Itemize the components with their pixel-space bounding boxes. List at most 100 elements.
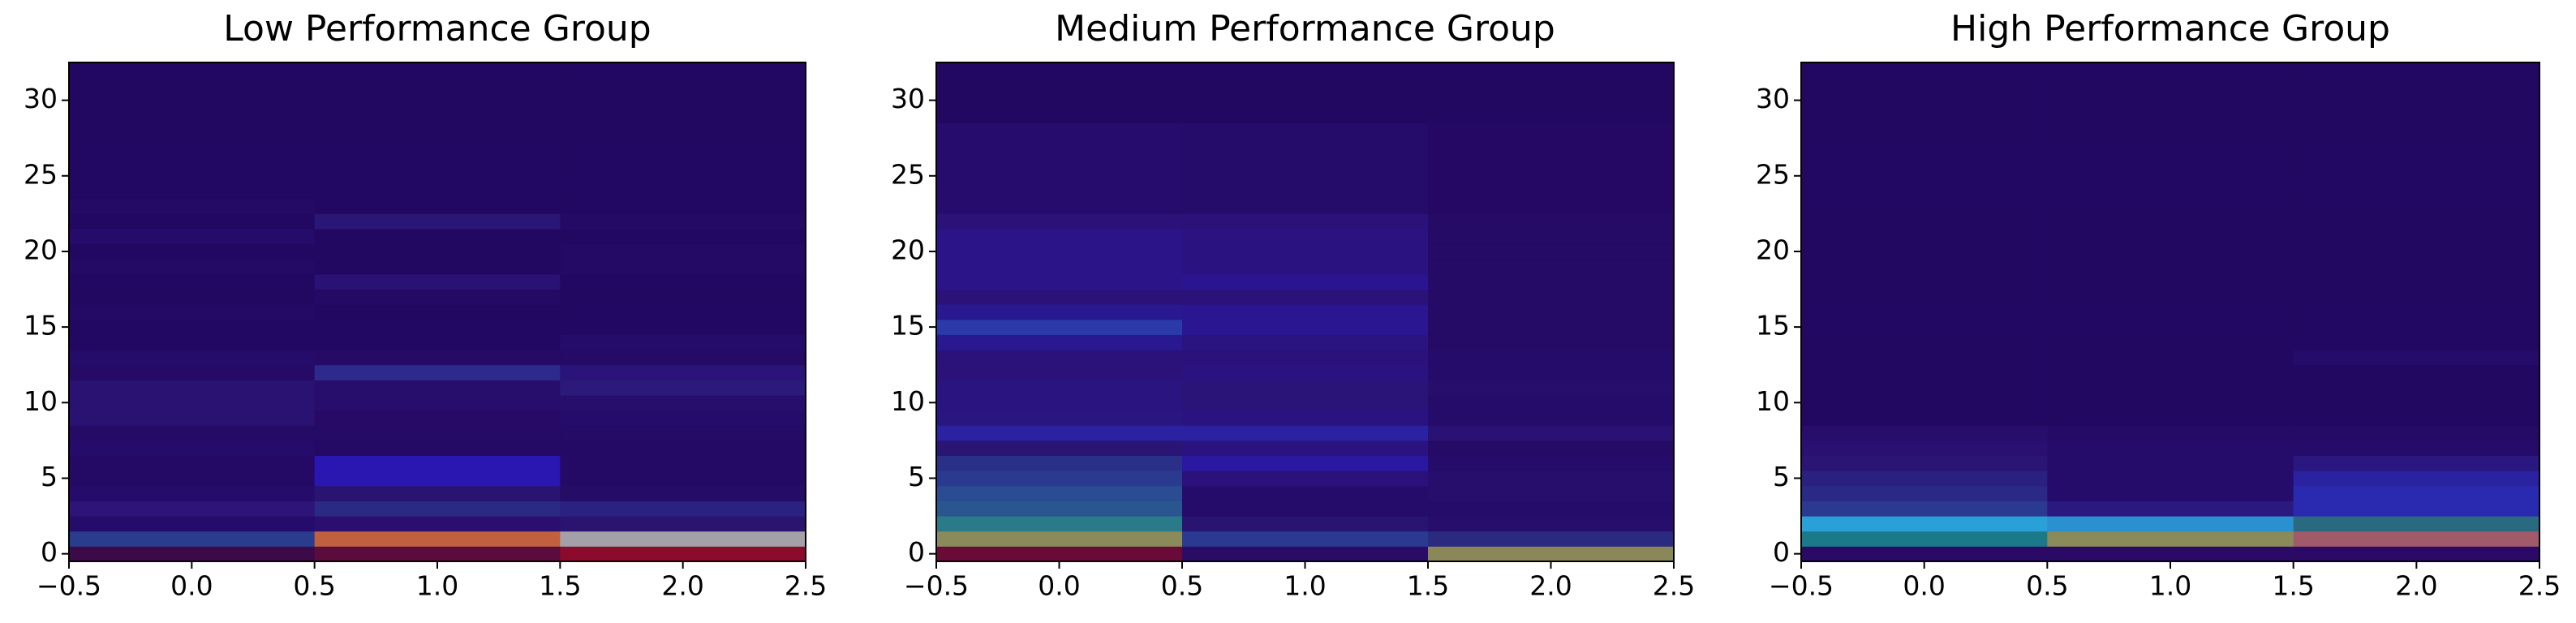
- heatmap-cell: [1428, 304, 1675, 320]
- heatmap-cell: [936, 319, 1183, 335]
- heatmap-cell: [2047, 122, 2294, 139]
- heatmap-cell: [1801, 455, 2048, 471]
- heatmap-cell: [936, 364, 1183, 380]
- heatmap-cell: [1182, 455, 1429, 471]
- heatmap-cell: [1182, 289, 1429, 305]
- x-tick-label: 2.5: [2518, 570, 2561, 602]
- heatmap-cell: [1801, 198, 2048, 214]
- heatmap-cell: [560, 259, 806, 275]
- heatmap-cell: [314, 304, 561, 320]
- heatmap-cell: [936, 470, 1183, 487]
- heatmap-cell: [2047, 380, 2294, 396]
- heatmap-cell: [560, 62, 806, 79]
- heatmap-cell: [69, 319, 316, 335]
- heatmap-cell: [314, 364, 561, 380]
- heatmap-cell: [314, 546, 561, 562]
- heatmap-cell: [1182, 501, 1429, 517]
- x-tick-label: 2.5: [785, 570, 827, 602]
- heatmap-cell: [560, 395, 806, 411]
- heatmap-cell: [1428, 289, 1675, 305]
- heatmap-cell: [69, 425, 316, 441]
- heatmap-cell: [560, 107, 806, 124]
- heatmap-cell: [314, 243, 561, 260]
- heatmap-cell: [1182, 77, 1429, 93]
- heatmap-cell: [1801, 107, 2048, 124]
- heatmap-cell: [1182, 380, 1429, 396]
- heatmap-cell: [1801, 501, 2048, 517]
- y-tick-label: 0: [1773, 536, 1790, 568]
- heatmap-cell: [1182, 485, 1429, 501]
- heatmap-cell: [314, 501, 561, 517]
- heatmap-cell: [2293, 319, 2540, 335]
- heatmap-cell: [936, 77, 1183, 93]
- heatmap-cell: [69, 92, 316, 109]
- heatmap-cell: [1801, 183, 2048, 200]
- heatmap-cell: [314, 289, 561, 305]
- heatmap-cell: [314, 440, 561, 457]
- heatmap-cell: [314, 273, 561, 290]
- x-tick-label: 0.5: [2026, 570, 2068, 602]
- heatmap-cell: [2293, 168, 2540, 184]
- heatmap-cell: [560, 229, 806, 245]
- heatmap-cell: [1801, 395, 2048, 411]
- x-tick-label: −0.5: [904, 570, 969, 602]
- heatmap-cell: [560, 364, 806, 380]
- heatmap-cell: [936, 229, 1183, 245]
- heatmap-cell: [314, 455, 561, 471]
- heatmap-cell: [2293, 62, 2540, 79]
- heatmap-cell: [1801, 319, 2048, 335]
- panel: Low Performance Group −0.5 0.0 0.5 1.0 1.5 2.0…: [24, 8, 827, 602]
- heatmap-cell: [69, 364, 316, 380]
- heatmap-cell: [2293, 395, 2540, 411]
- heatmap-cell: [560, 350, 806, 366]
- y-tick-label: 15: [1756, 310, 1790, 342]
- heatmap-cell: [560, 289, 806, 305]
- heatmap-cell: [69, 440, 316, 457]
- heatmap-cell: [1428, 455, 1675, 471]
- heatmap-cell: [69, 153, 316, 169]
- heatmap-cell: [1428, 516, 1675, 532]
- heatmap-cell: [314, 531, 561, 547]
- heatmap-cell: [2047, 198, 2294, 214]
- heatmap-cell: [314, 229, 561, 245]
- y-tick-label: 5: [908, 461, 925, 492]
- heatmap-cell: [2293, 485, 2540, 501]
- x-tick-label: 1.5: [1407, 570, 1449, 602]
- heatmap-cell: [69, 516, 316, 532]
- heatmap-cell: [1428, 334, 1675, 350]
- heatmap-cell: [1801, 516, 2048, 532]
- heatmap-cell: [69, 501, 316, 517]
- heatmap-cell: [1428, 198, 1675, 214]
- heatmap-cell: [69, 470, 316, 487]
- heatmap-cell: [2293, 516, 2540, 532]
- heatmap-cell: [1182, 213, 1429, 230]
- heatmap-cell: [1801, 153, 2048, 169]
- heatmap-cell: [1182, 183, 1429, 200]
- y-tick-label: 10: [24, 385, 58, 417]
- y-tick-label: 5: [1773, 461, 1790, 492]
- heatmap-cell: [1182, 470, 1429, 487]
- heatmap-cell: [1428, 501, 1675, 517]
- y-tick-label: 10: [1756, 385, 1790, 417]
- heatmap-cell: [560, 334, 806, 350]
- heatmap-cell: [560, 213, 806, 230]
- heatmap-cell: [2293, 425, 2540, 441]
- heatmap-cell: [1801, 546, 2048, 562]
- heatmap-cell: [2293, 546, 2540, 562]
- heatmap-cell: [2047, 107, 2294, 124]
- heatmap-cell: [69, 334, 316, 350]
- heatmap-cell: [2293, 440, 2540, 457]
- heatmap-cell: [1428, 440, 1675, 457]
- x-tick-label: 0.5: [293, 570, 335, 602]
- heatmap-cell: [1428, 213, 1675, 230]
- heatmap-cell: [2047, 395, 2294, 411]
- heatmap-cell: [1182, 153, 1429, 169]
- x-tick-label: 1.0: [2149, 570, 2191, 602]
- heatmap-cell: [560, 153, 806, 169]
- heatmap-cell: [2293, 213, 2540, 230]
- heatmap-cell: [936, 289, 1183, 305]
- heatmap-cell: [1182, 62, 1429, 79]
- heatmap-cell: [1801, 92, 2048, 109]
- heatmap-cell: [2047, 259, 2294, 275]
- heatmap-cell: [314, 198, 561, 214]
